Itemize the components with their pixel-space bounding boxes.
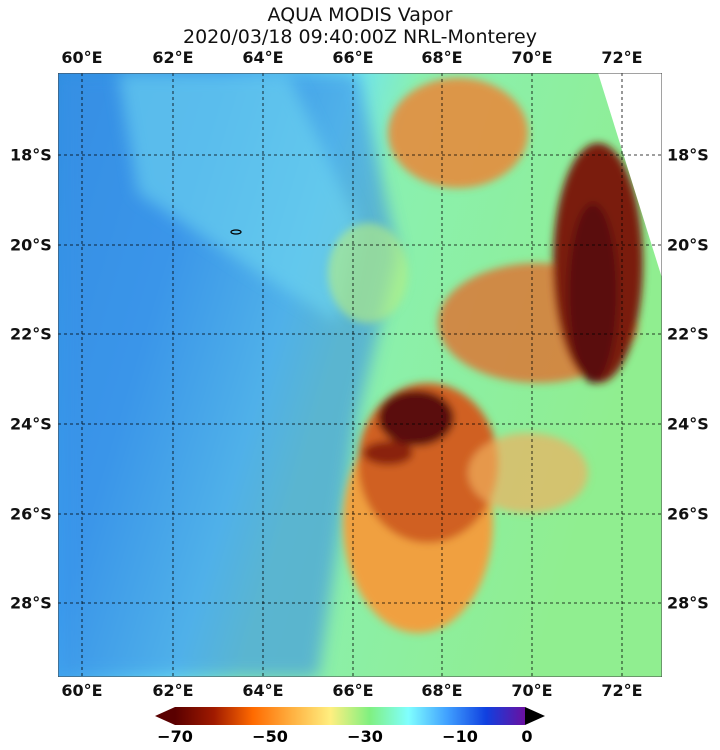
lat-label-right: 20°S bbox=[667, 235, 709, 255]
colorbar-tick-label: 0 bbox=[521, 727, 533, 746]
lon-label-bottom: 60°E bbox=[61, 681, 103, 700]
lat-label-left: 20°S bbox=[10, 235, 52, 255]
lat-label-left: 28°S bbox=[10, 593, 52, 613]
lat-label-right: 26°S bbox=[667, 504, 709, 524]
colorbar-tick-label: −10 bbox=[442, 727, 478, 746]
lat-label-right: 18°S bbox=[667, 145, 709, 165]
title-line1: AQUA MODIS Vapor bbox=[267, 4, 453, 26]
lat-label-right: 24°S bbox=[667, 414, 709, 434]
lon-label-top: 64°E bbox=[242, 48, 284, 67]
lat-label-right: 22°S bbox=[667, 324, 709, 344]
lon-label-top: 62°E bbox=[152, 48, 194, 67]
lon-label-bottom: 62°E bbox=[152, 681, 194, 700]
lat-label-left: 18°S bbox=[10, 145, 52, 165]
colorbar-high-arrow bbox=[525, 707, 545, 725]
lon-label-bottom: 64°E bbox=[242, 681, 284, 700]
water-vapor-image bbox=[58, 73, 662, 677]
lon-label-bottom: 66°E bbox=[332, 681, 374, 700]
colorbar-gradient bbox=[175, 707, 525, 725]
lat-label-left: 26°S bbox=[10, 504, 52, 524]
lat-label-left: 22°S bbox=[10, 324, 52, 344]
colorbar-tick-label: −30 bbox=[347, 727, 383, 746]
colorbar-tick-label: −70 bbox=[157, 727, 193, 746]
colorbar-tick-label: −50 bbox=[252, 727, 288, 746]
lon-label-top: 72°E bbox=[601, 48, 643, 67]
lat-label-right: 28°S bbox=[667, 593, 709, 613]
lat-label-left: 24°S bbox=[10, 414, 52, 434]
lon-label-bottom: 70°E bbox=[511, 681, 553, 700]
lon-label-bottom: 72°E bbox=[601, 681, 643, 700]
lon-label-top: 70°E bbox=[511, 48, 553, 67]
title-line2: 2020/03/18 09:40:00Z NRL-Monterey bbox=[183, 26, 537, 48]
island-outline bbox=[230, 229, 242, 235]
lon-label-top: 66°E bbox=[332, 48, 374, 67]
lon-label-top: 60°E bbox=[61, 48, 103, 67]
colorbar bbox=[155, 707, 545, 725]
lon-label-top: 68°E bbox=[421, 48, 463, 67]
lon-label-bottom: 68°E bbox=[421, 681, 463, 700]
colorbar-low-arrow bbox=[155, 707, 175, 725]
